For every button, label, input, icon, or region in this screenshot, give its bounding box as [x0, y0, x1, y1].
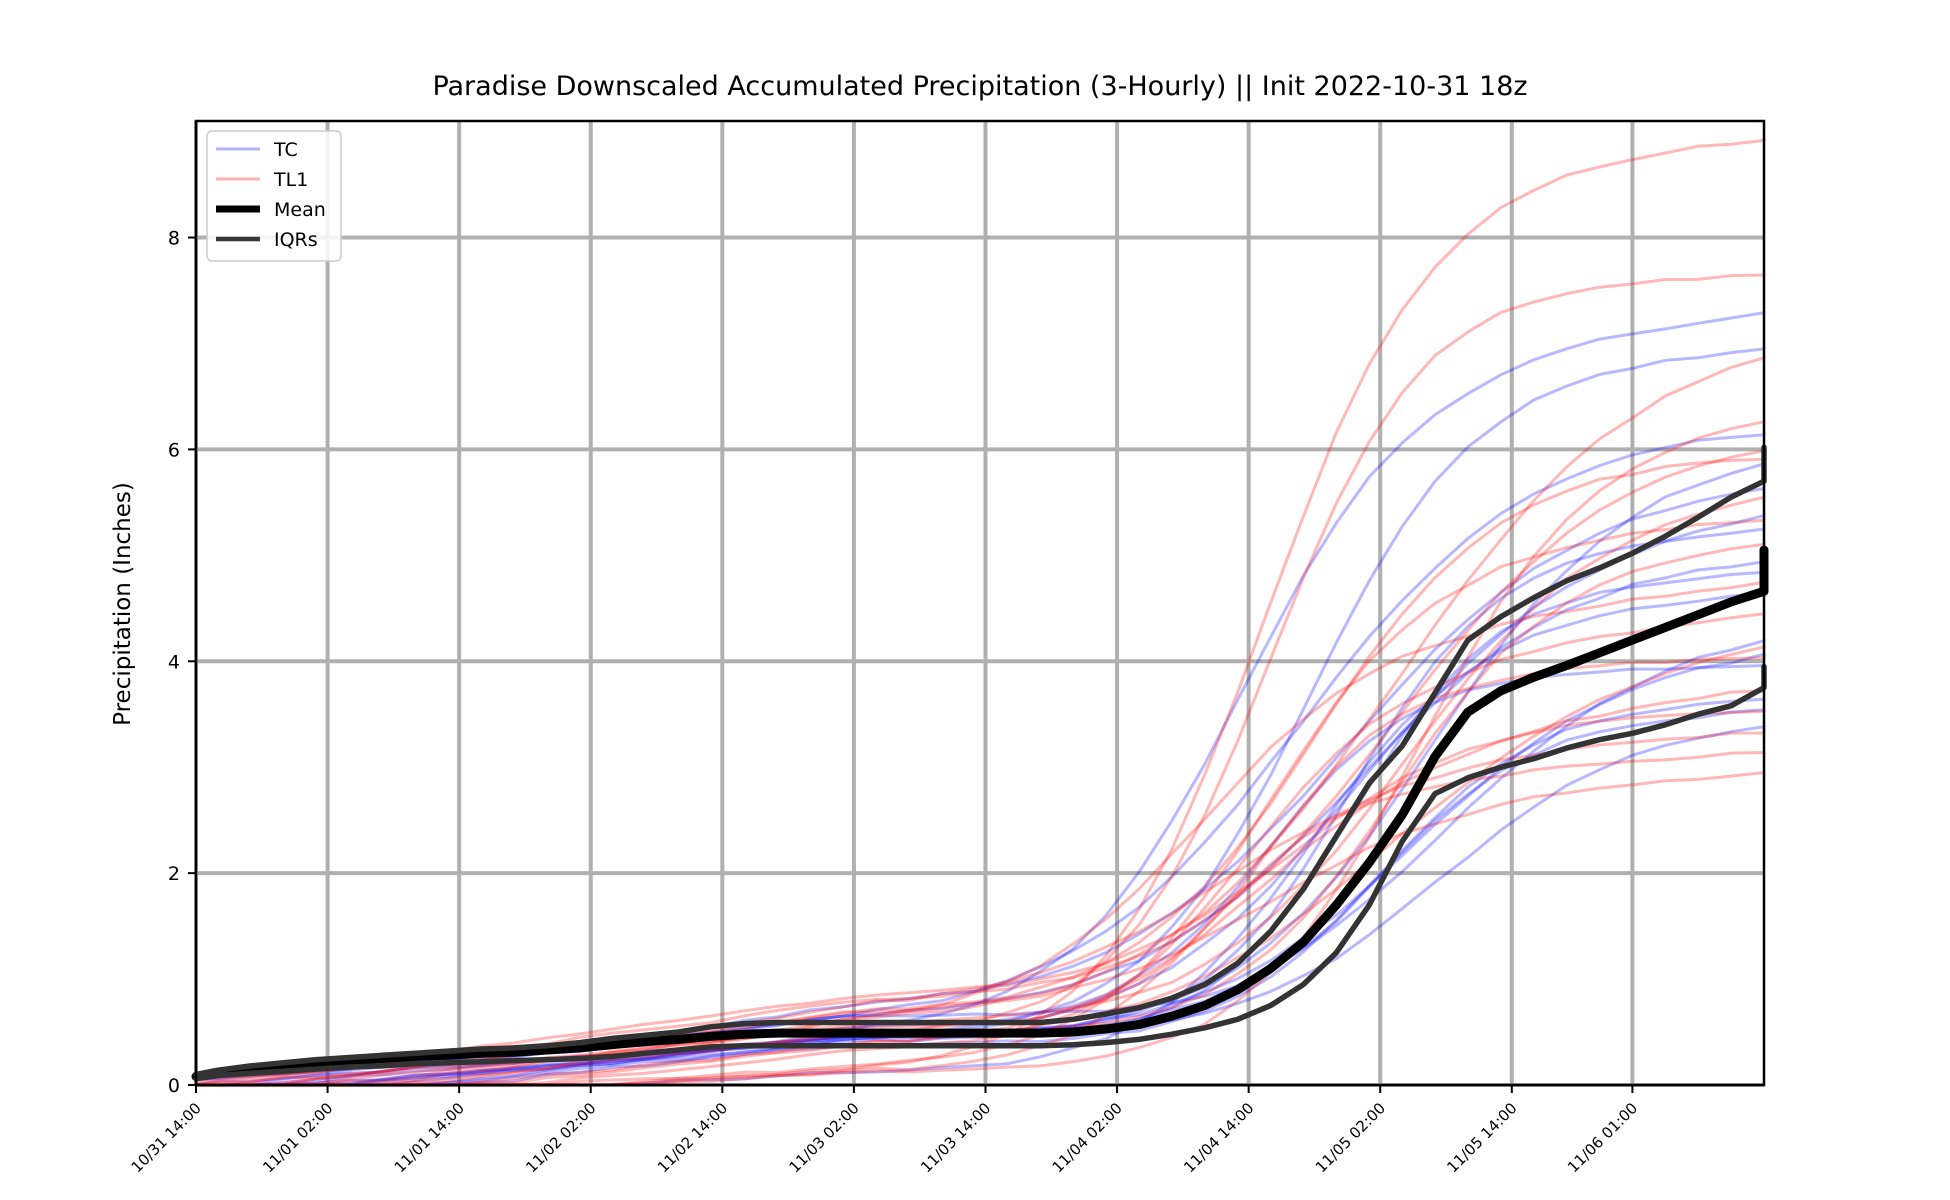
- tc-members: [195, 310, 1766, 1087]
- y-tick-label: 2: [168, 863, 180, 885]
- y-tick-label: 0: [168, 1075, 180, 1097]
- x-tick-label: 11/03 02:00: [785, 1099, 862, 1176]
- x-tick-label: 11/01 02:00: [259, 1099, 336, 1176]
- y-ticks: 0 2 4 6 8: [168, 228, 196, 1097]
- iqr-line: [193, 444, 1767, 1078]
- tc-member-line: [196, 570, 1766, 1087]
- tc-member-line: [196, 310, 1766, 1087]
- tc-member-line: [196, 347, 1766, 1087]
- legend-label: Mean: [274, 199, 326, 221]
- legend-label: IQRs: [274, 229, 318, 251]
- tc-member-line: [196, 486, 1766, 1087]
- y-tick-label: 6: [168, 439, 180, 461]
- tl1-member-line: [196, 495, 1766, 1087]
- legend: TC TL1 Mean IQRs: [206, 130, 342, 262]
- plot-frame: [194, 119, 1766, 1087]
- x-tick-label: 11/02 02:00: [522, 1099, 599, 1176]
- legend-label: TL1: [273, 169, 308, 191]
- chart-title: Paradise Downscaled Accumulated Precipit…: [432, 71, 1527, 102]
- x-tick-label: 11/01 14:00: [391, 1099, 468, 1176]
- tc-member-line: [196, 707, 1766, 1087]
- x-tick-label: 10/31 14:00: [128, 1099, 205, 1176]
- x-tick-label: 11/03 14:00: [917, 1099, 994, 1176]
- x-ticks: 10/31 14:00 11/01 02:00 11/01 14:00 11/02 0…: [128, 1085, 1641, 1176]
- tl1-member-line: [196, 580, 1766, 1087]
- mean-line: [191, 545, 1769, 1081]
- legend-label: TC: [273, 139, 298, 161]
- x-tick-label: 11/02 14:00: [654, 1099, 731, 1176]
- x-tick-label: 11/05 14:00: [1443, 1099, 1520, 1176]
- y-tick-label: 4: [168, 651, 180, 673]
- tl1-members: [195, 138, 1766, 1087]
- tc-member-line: [196, 591, 1766, 1087]
- tl1-member-line: [196, 645, 1766, 1087]
- x-tick-label: 11/05 02:00: [1312, 1099, 1389, 1176]
- tl1-member-line: [196, 654, 1766, 1087]
- y-axis-label: Precipitation (Inches): [110, 482, 136, 726]
- tc-member-line: [195, 663, 1766, 1081]
- iqr-line: [193, 663, 1767, 1082]
- tl1-member-line: [196, 355, 1766, 1087]
- summary-lines: [191, 444, 1769, 1082]
- x-tick-label: 11/06 01:00: [1564, 1099, 1641, 1176]
- x-tick-label: 11/04 02:00: [1049, 1099, 1126, 1176]
- x-tick-label: 11/04 14:00: [1180, 1099, 1257, 1176]
- y-tick-label: 8: [168, 228, 180, 250]
- legend-box: [206, 130, 342, 262]
